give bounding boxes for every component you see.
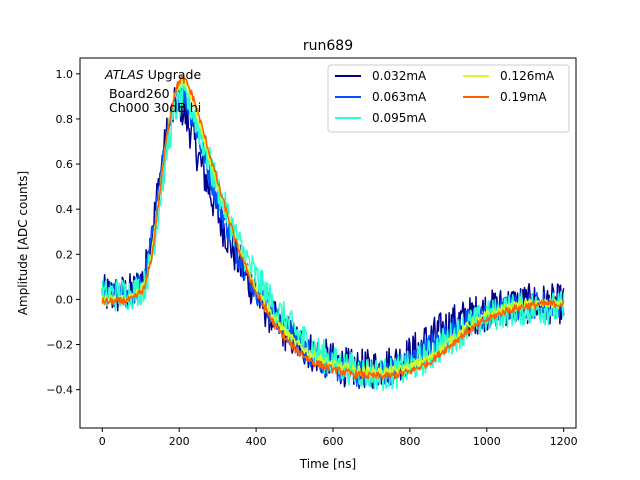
legend-item: 0.19mA (463, 90, 547, 104)
x-tick-label: 0 (99, 435, 106, 448)
annotation-line-3: Ch000 30dB hi (109, 100, 201, 115)
y-tick-label: −0.2 (46, 339, 73, 352)
legend-box (327, 64, 570, 133)
annotation-line-1: ATLAS Upgrade (104, 67, 201, 82)
annotation: ATLAS Upgrade Board260 Ch000 30dB hi (104, 67, 201, 115)
plot-frame (79, 57, 577, 429)
atlas-label: ATLAS (104, 67, 144, 82)
x-tick-label: 1000 (473, 435, 501, 448)
upgrade-label: Upgrade (144, 67, 202, 82)
y-tick-label: 0.8 (56, 113, 74, 126)
x-tick-label: 1200 (550, 435, 578, 448)
x-tick-label: 400 (246, 435, 267, 448)
x-tick-label: 200 (169, 435, 190, 448)
legend-item: 0.126mA (463, 69, 555, 83)
series-line-4 (101, 75, 565, 381)
y-tick-label: 1.0 (56, 68, 74, 81)
legend-label: 0.126mA (500, 69, 555, 83)
legend-item: 0.095mA (335, 111, 427, 125)
legend-label: 0.095mA (372, 111, 427, 125)
y-axis-label: Amplitude [ADC counts] (16, 171, 30, 315)
legend-label: 0.032mA (372, 69, 427, 83)
legend-label: 0.063mA (372, 90, 427, 104)
x-tick-label: 600 (322, 435, 343, 448)
legend-item: 0.063mA (335, 90, 427, 104)
y-tick-label: 0.0 (56, 293, 74, 306)
legend-label: 0.19mA (500, 90, 547, 104)
series-line-3 (101, 75, 565, 378)
y-tick-label: 0.4 (56, 203, 74, 216)
chart-title: run689 (303, 38, 353, 54)
legend: 0.032mA 0.063mA 0.095mA 0.126mA 0.19mA (327, 64, 570, 133)
x-axis-label: Time [ns] (299, 457, 356, 471)
y-tick-label: 0.6 (56, 158, 74, 171)
y-tick-label: 0.2 (56, 248, 74, 261)
series-layer (101, 75, 565, 392)
x-tick-label: 800 (399, 435, 420, 448)
legend-item: 0.032mA (335, 69, 427, 83)
annotation-line-2: Board260 (109, 86, 170, 101)
axes-layer: 0 200 400 600 800 1000 1200 −0.4 −0.2 0.0 0.2 0.4 0.… (46, 68, 577, 448)
y-tick-label: −0.4 (46, 384, 73, 397)
